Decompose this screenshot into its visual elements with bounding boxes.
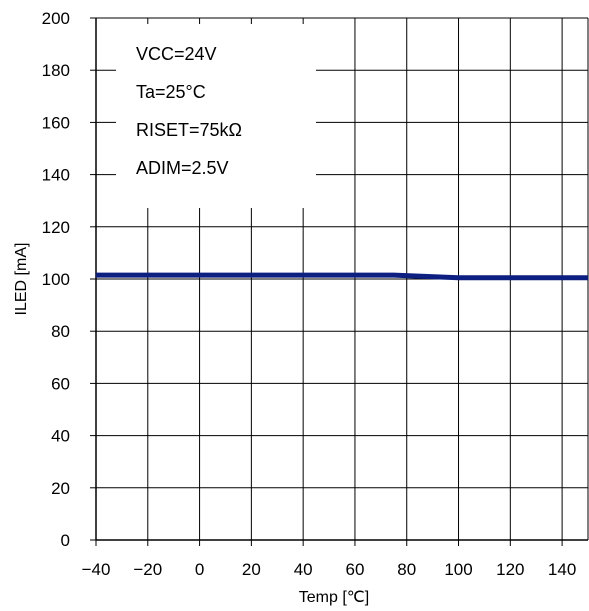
- x-tick-label: 80: [397, 560, 416, 579]
- series-line: [96, 272, 588, 281]
- y-tick-label: 80: [51, 322, 70, 341]
- y-tick-label: 140: [42, 166, 70, 185]
- x-axis-ticks: −40 −20 0 20 40 60 80 100 120 140: [82, 540, 576, 579]
- y-axis-label: ILED [mA]: [13, 243, 30, 316]
- y-tick-label: 180: [42, 61, 70, 80]
- y-tick-label: 160: [42, 113, 70, 132]
- x-tick-label: −20: [133, 560, 162, 579]
- annotations: VCC=24V Ta=25°C RISET=75kΩ ADIM=2.5V: [136, 44, 242, 178]
- annotation-text: ADIM=2.5V: [136, 158, 229, 178]
- x-tick-label: 40: [294, 560, 313, 579]
- y-axis-ticks: 0 20 40 60 80 100 120 140 160 180 200: [42, 9, 96, 550]
- y-tick-label: 120: [42, 218, 70, 237]
- x-tick-label: 60: [345, 560, 364, 579]
- y-tick-label: 60: [51, 374, 70, 393]
- series-group: [96, 272, 588, 281]
- y-tick-label: 0: [61, 531, 70, 550]
- y-tick-label: 100: [42, 270, 70, 289]
- x-tick-label: 20: [242, 560, 261, 579]
- x-tick-label: 100: [444, 560, 472, 579]
- x-tick-label: 140: [548, 560, 576, 579]
- y-tick-label: 200: [42, 9, 70, 28]
- annotation-text: Ta=25°C: [136, 82, 206, 102]
- y-tick-label: 40: [51, 427, 70, 446]
- annotation-text: VCC=24V: [136, 44, 217, 64]
- x-tick-label: 120: [496, 560, 524, 579]
- x-axis-label: Temp [℃]: [299, 589, 369, 606]
- x-tick-label: 0: [195, 560, 204, 579]
- annotation-text: RISET=75kΩ: [136, 120, 242, 140]
- y-tick-label: 20: [51, 479, 70, 498]
- annotation-box: [116, 24, 316, 208]
- x-tick-label: −40: [82, 560, 111, 579]
